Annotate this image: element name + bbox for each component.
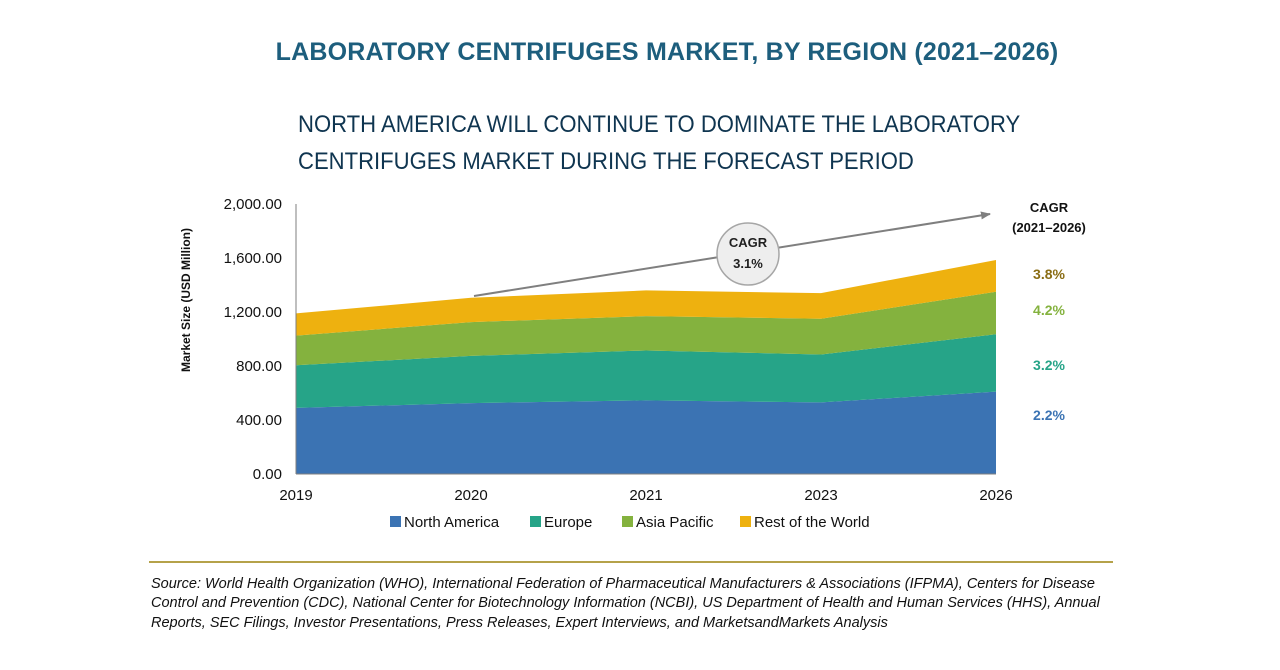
legend-label: Asia Pacific (636, 514, 714, 531)
legend-swatch (530, 516, 541, 527)
legend-label: Europe (544, 514, 592, 531)
footer-divider (149, 561, 1113, 563)
area-europe (296, 334, 996, 408)
subtitle-line-2: CENTRIFUGES MARKET DURING THE FORECAST P… (298, 148, 914, 175)
legend-swatch (622, 516, 633, 527)
x-tick-label: 2020 (454, 487, 487, 504)
cagr-value-rest-of-the-world: 3.8% (1033, 266, 1065, 282)
legend-label: Rest of the World (754, 514, 870, 531)
legend-label: North America (404, 514, 500, 531)
x-tick-label: 2026 (979, 487, 1012, 504)
stacked-area-chart: 0.00 400.00 800.00 1,200.00 1,600.00 2,000.00… (179, 196, 1086, 531)
y-tick-label: 400.00 (236, 412, 282, 429)
x-tick-label: 2019 (279, 487, 312, 504)
y-tick-label: 800.00 (236, 358, 282, 375)
y-tick-labels: 0.00 400.00 800.00 1,200.00 1,600.00 2,000.00 (224, 196, 282, 483)
legend: North America Europe Asia Pacific Rest of t… (390, 514, 870, 531)
y-tick-label: 0.00 (253, 466, 282, 483)
cagr-bubble-label: CAGR (729, 235, 768, 250)
chart-subtitle: NORTH AMERICA WILL CONTINUE TO DOMINATE … (298, 106, 1021, 180)
axes (295, 204, 996, 475)
x-tick-labels: 2019 2020 2021 2023 2026 (279, 487, 1012, 504)
cagr-value-asia-pacific: 4.2% (1033, 302, 1065, 318)
cagr-bubble-value: 3.1% (733, 256, 763, 271)
source-note: Source: World Health Organization (WHO),… (151, 576, 1100, 631)
x-tick-label: 2023 (804, 487, 837, 504)
cagr-bubble (716, 222, 780, 286)
legend-swatch (390, 516, 401, 527)
legend-swatch (740, 516, 751, 527)
cagr-header-line-1: CAGR (1030, 200, 1069, 215)
area-north-america (296, 391, 996, 474)
y-tick-label: 1,600.00 (224, 250, 282, 267)
cagr-value-north-america: 2.2% (1033, 407, 1065, 423)
cagr-value-europe: 3.2% (1033, 357, 1065, 373)
subtitle-line-1: NORTH AMERICA WILL CONTINUE TO DOMINATE … (298, 111, 1021, 138)
cagr-values: 2.2% 3.2% 4.2% 3.8% (1033, 266, 1065, 423)
y-tick-label: 1,200.00 (224, 304, 282, 321)
area-layers (296, 260, 996, 474)
area-asia-pacific (296, 291, 996, 366)
y-tick-label: 2,000.00 (224, 196, 282, 213)
chart-title: LABORATORY CENTRIFUGES MARKET, BY REGION… (275, 38, 1059, 66)
cagr-header-line-2: (2021–2026) (1012, 220, 1086, 235)
overall-cagr-annotation: CAGR 3.1% (473, 211, 991, 297)
y-axis-label: Market Size (USD Million) (179, 228, 193, 372)
x-tick-label: 2021 (629, 487, 662, 504)
cagr-column: CAGR (2021–2026) 2.2% 3.2% 4.2% 3.8% (1012, 200, 1086, 423)
area-rest-of-the-world (296, 260, 996, 336)
